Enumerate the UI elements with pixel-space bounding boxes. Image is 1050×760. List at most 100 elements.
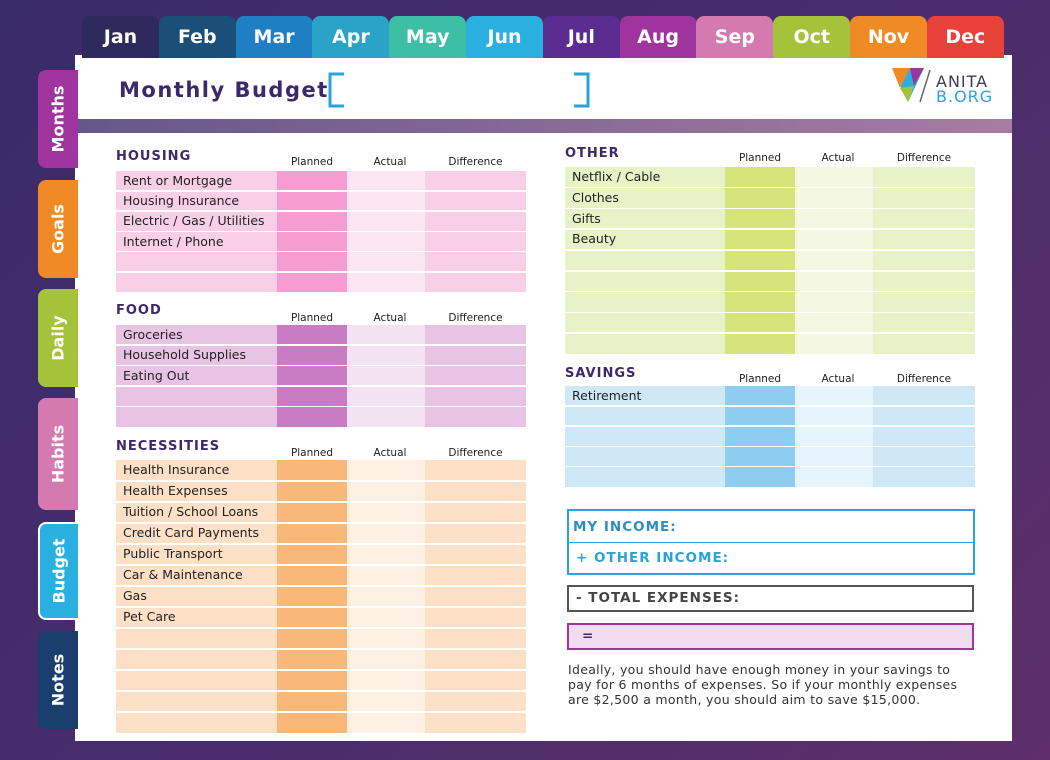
row-line — [116, 385, 526, 387]
row-line — [116, 271, 526, 273]
row-line — [565, 465, 975, 468]
row-line — [116, 606, 526, 608]
actual-col — [803, 167, 873, 355]
row-label: Car & Maintenance — [123, 567, 243, 582]
note-text: pay for 6 months of expenses. So if your… — [568, 677, 958, 692]
side-tab[interactable]: Notes — [38, 631, 78, 729]
row-line — [565, 290, 975, 293]
side-tab-label: Goals — [48, 204, 68, 254]
row-line — [565, 186, 975, 189]
strip-col — [795, 386, 803, 487]
month-tab[interactable]: Oct — [773, 16, 851, 58]
month-tab[interactable]: Nov — [850, 16, 927, 58]
result-box — [567, 623, 974, 650]
row-label: Health Expenses — [123, 483, 228, 498]
section-title: SAVINGS — [565, 366, 637, 381]
section-title: OTHER — [565, 146, 620, 161]
month-tab[interactable]: Apr — [312, 16, 390, 58]
side-tab-label: Notes — [48, 653, 68, 707]
logo-text: ANITA — [936, 72, 989, 91]
row-line — [116, 364, 526, 367]
row-line — [565, 332, 975, 334]
actual-col — [803, 386, 873, 487]
side-tab[interactable]: Goals — [38, 180, 78, 278]
row-label: Eating Out — [123, 367, 190, 383]
row-line — [116, 543, 526, 545]
month-tab[interactable]: Sep — [696, 16, 774, 58]
row-line — [565, 405, 975, 407]
month-tab[interactable]: Feb — [158, 16, 236, 58]
row-label: Credit Card Payments — [123, 525, 260, 540]
row-line — [116, 405, 526, 408]
strip-col — [347, 460, 355, 733]
row-line — [565, 249, 975, 251]
column-header: Planned — [738, 152, 782, 164]
row-label: Netflix / Cable — [572, 169, 661, 184]
row-label: Housing Insurance — [123, 193, 240, 209]
month-tab[interactable]: Jul — [542, 16, 620, 58]
row-label: Electric / Gas / Utilities — [123, 213, 265, 229]
side-tab[interactable]: Habits — [38, 398, 78, 510]
row-line — [565, 228, 975, 230]
column-header: Difference — [448, 312, 503, 324]
column-header: Difference — [896, 373, 952, 385]
row-line — [116, 711, 526, 713]
row-label: Internet / Phone — [123, 233, 224, 249]
row-label: Gas — [123, 588, 147, 603]
planned-col — [277, 325, 347, 427]
row-label: Health Insurance — [123, 462, 230, 477]
month-tab[interactable]: Jan — [82, 16, 159, 58]
row-line — [116, 210, 526, 212]
month-tab[interactable]: May — [389, 16, 467, 58]
side-tab-label: Months — [48, 85, 68, 153]
expenses-label: - TOTAL EXPENSES: — [576, 590, 741, 606]
row-label: Retirement — [572, 388, 642, 403]
actual-col — [355, 325, 425, 427]
section-title: FOOD — [116, 303, 162, 318]
month-tab[interactable]: Aug — [619, 16, 697, 58]
income-box — [567, 509, 975, 575]
column-header: Actual — [373, 447, 407, 459]
row-label: Public Transport — [123, 546, 223, 561]
result-label: = — [582, 628, 595, 644]
row-line — [565, 425, 975, 427]
side-tab[interactable]: Daily — [38, 289, 78, 387]
column-header: Planned — [290, 312, 334, 324]
side-tab[interactable]: Budget — [38, 522, 78, 620]
strip-col — [347, 325, 355, 427]
strip-col — [795, 167, 803, 355]
column-header: Planned — [290, 156, 334, 168]
column-header: Difference — [448, 156, 503, 168]
row-line — [116, 344, 526, 346]
side-tab[interactable]: Months — [38, 70, 78, 168]
row-line — [565, 270, 975, 272]
row-label: Gifts — [572, 210, 601, 226]
column-header: Planned — [290, 447, 334, 459]
logo-text: B.ORG — [936, 87, 994, 106]
note-text: Ideally, you should have enough money in… — [568, 662, 951, 677]
row-line — [116, 669, 526, 671]
other-income-label: + OTHER INCOME: — [576, 550, 730, 566]
row-line — [116, 564, 526, 566]
income-label: MY INCOME: — [573, 519, 677, 535]
planned-col — [725, 167, 795, 355]
side-tab-label: Daily — [48, 315, 68, 361]
name-field — [328, 72, 590, 108]
row-label: Clothes — [572, 189, 619, 205]
column-header: Difference — [896, 152, 952, 164]
month-tab[interactable]: Jun — [466, 16, 543, 58]
row-label: Pet Care — [123, 609, 176, 624]
column-header: Actual — [821, 152, 855, 164]
row-line — [116, 627, 526, 629]
side-tab-label: Budget — [49, 538, 69, 604]
row-line — [116, 230, 526, 233]
divider-bar — [75, 119, 1012, 133]
row-line — [116, 190, 526, 192]
row-label: Household Supplies — [123, 347, 246, 363]
row-line — [116, 690, 526, 692]
month-tab[interactable]: Dec — [926, 16, 1004, 58]
month-tab[interactable]: Mar — [235, 16, 313, 58]
row-label: Rent or Mortgage — [123, 173, 233, 188]
row-line — [116, 250, 526, 253]
